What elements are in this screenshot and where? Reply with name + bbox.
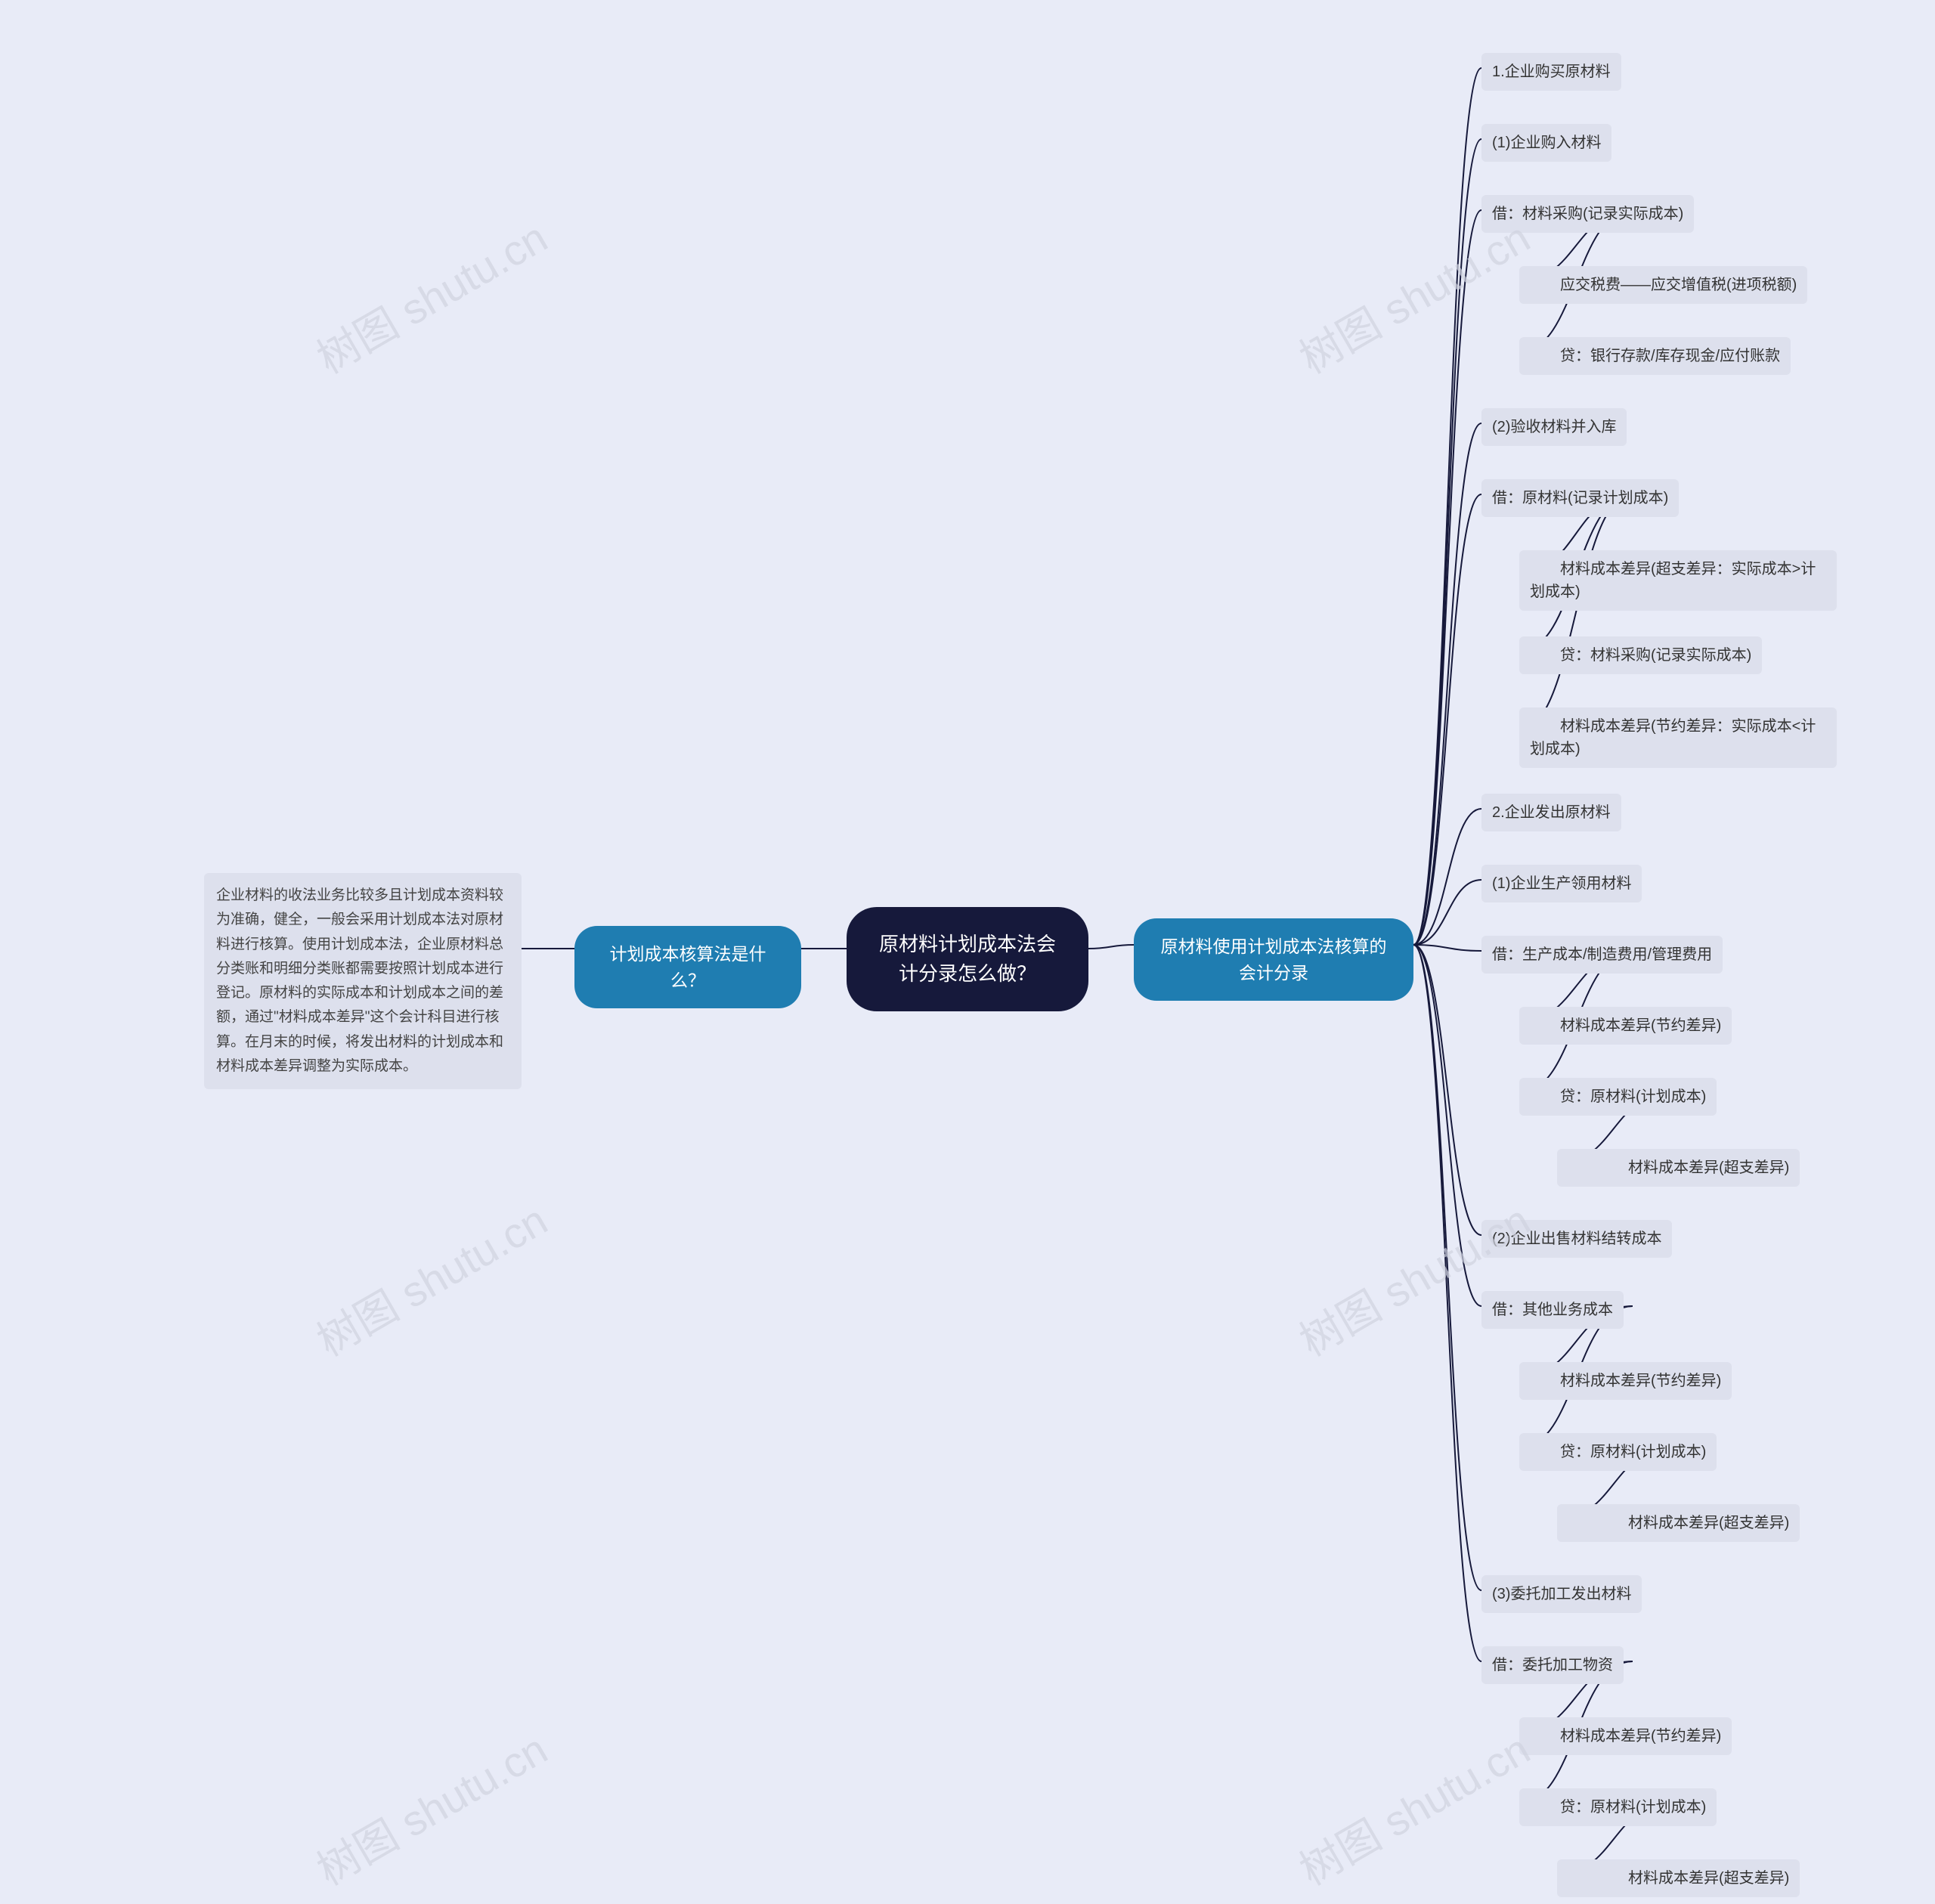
watermark-text: 树图 shutu.cn	[1286, 1187, 1539, 1369]
leaf-node: 借：材料采购(记录实际成本)	[1481, 195, 1694, 233]
leaf-node: (2)企业出售材料结转成本	[1481, 1220, 1672, 1258]
root-node: 原材料计划成本法会计分录怎么做？	[847, 907, 1088, 1011]
watermark-text: 树图 shutu.cn	[1286, 1717, 1539, 1898]
leaf-node: 贷：原材料(计划成本)	[1519, 1788, 1717, 1826]
watermark-text: 树图 shutu.cn	[304, 205, 556, 386]
leaf-node: 应交税费——应交增值税(进项税额)	[1519, 266, 1807, 304]
leaf-node: 材料成本差异(节约差异)	[1519, 1362, 1732, 1400]
leaf-node: 1.企业购买原材料	[1481, 53, 1621, 91]
leaf-node: (3)委托加工发出材料	[1481, 1575, 1642, 1613]
leaf-node: 材料成本差异(超支差异)	[1557, 1859, 1800, 1897]
leaf-node: (2)验收材料并入库	[1481, 408, 1627, 446]
leaf-node: 借：其他业务成本	[1481, 1291, 1624, 1329]
leaf-node: 贷：原材料(计划成本)	[1519, 1433, 1717, 1471]
leaf-node: 贷：原材料(计划成本)	[1519, 1078, 1717, 1116]
leaf-node: 材料成本差异(超支差异)	[1557, 1149, 1800, 1187]
leaf-node: 2.企业发出原材料	[1481, 794, 1621, 831]
left-paragraph-node: 企业材料的收法业务比较多且计划成本资料较为准确，健全，一般会采用计划成本法对原材…	[204, 873, 522, 1089]
right-branch-node: 原材料使用计划成本法核算的会计分录	[1134, 918, 1413, 1001]
leaf-node: 材料成本差异(节约差异：实际成本<计划成本)	[1519, 707, 1837, 768]
leaf-node: 材料成本差异(节约差异)	[1519, 1007, 1732, 1045]
leaf-node: 材料成本差异(超支差异：实际成本>计划成本)	[1519, 550, 1837, 611]
leaf-node: 材料成本差异(超支差异)	[1557, 1504, 1800, 1542]
leaf-node: 借：原材料(记录计划成本)	[1481, 479, 1679, 517]
left-branch-node: 计划成本核算法是什么？	[574, 926, 801, 1008]
leaf-node: (1)企业生产领用材料	[1481, 865, 1642, 902]
leaf-node: 贷：银行存款/库存现金/应付账款	[1519, 337, 1791, 375]
leaf-node: 借：生产成本/制造费用/管理费用	[1481, 936, 1723, 974]
watermark-text: 树图 shutu.cn	[304, 1187, 556, 1369]
leaf-node: (1)企业购入材料	[1481, 124, 1611, 162]
leaf-node: 借：委托加工物资	[1481, 1646, 1624, 1684]
watermark-text: 树图 shutu.cn	[304, 1717, 556, 1898]
leaf-node: 材料成本差异(节约差异)	[1519, 1717, 1732, 1755]
leaf-node: 贷：材料采购(记录实际成本)	[1519, 636, 1762, 674]
